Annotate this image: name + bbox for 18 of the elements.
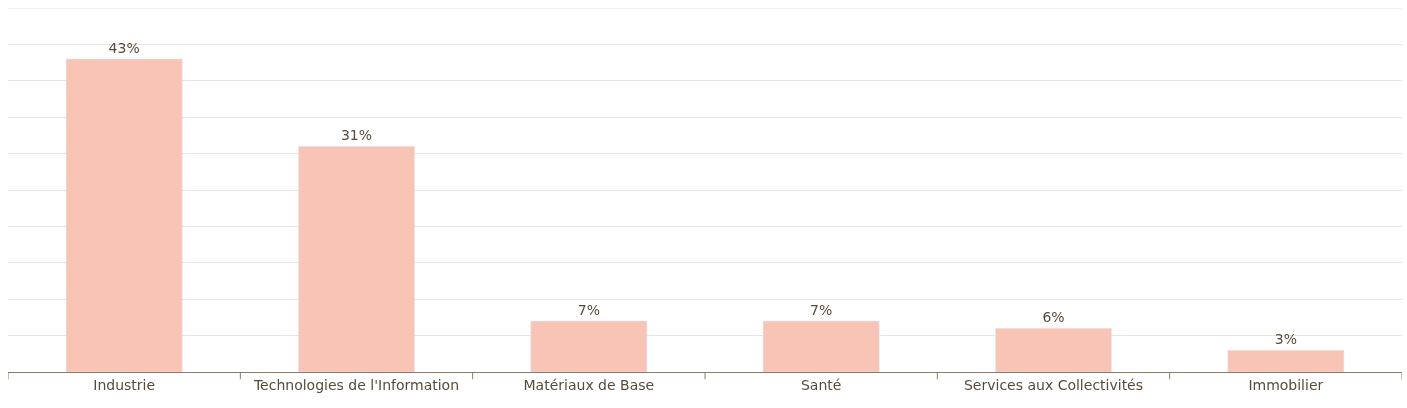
data-label: 3% [1274,331,1297,348]
data-label: 43% [108,39,140,56]
bar [995,328,1112,372]
bar [1227,349,1345,372]
x-tick-label: Technologies de l'Information [252,376,460,393]
bar [762,320,880,372]
data-label: 6% [1042,309,1065,326]
x-tick-label: Services aux Collectivités [963,376,1144,393]
x-tick-label: Santé [800,376,842,393]
x-tick-label: Matériaux de Base [523,376,655,393]
bar [298,146,415,372]
bar [65,58,183,372]
x-tick-label: Immobilier [1248,376,1324,393]
data-label: 7% [577,302,600,319]
bar [530,320,648,372]
data-label: 31% [340,127,373,144]
x-tick-label: Industrie [93,376,156,393]
data-label: 7% [810,302,833,319]
